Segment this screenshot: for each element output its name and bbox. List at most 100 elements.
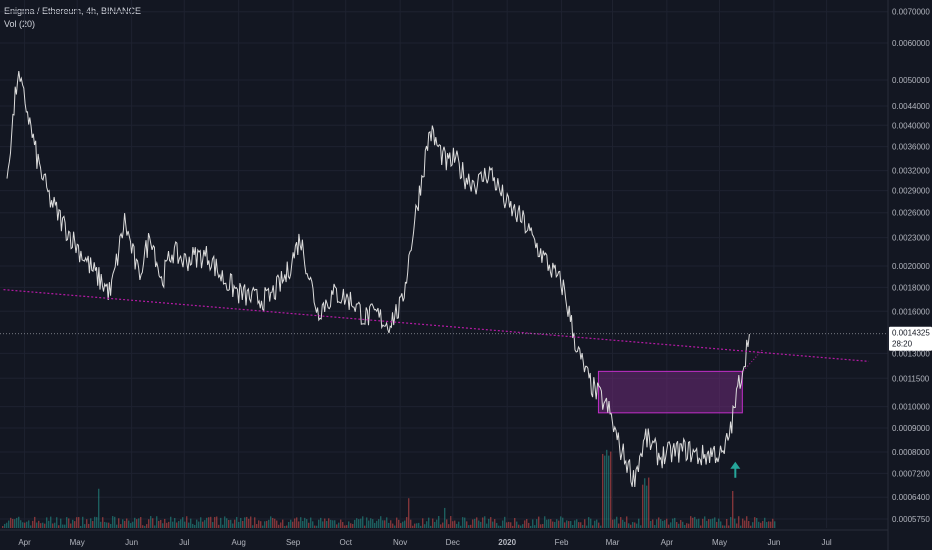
volume-bar bbox=[516, 521, 518, 528]
volume-bar bbox=[32, 520, 34, 528]
volume-bar bbox=[690, 516, 692, 528]
volume-bar bbox=[432, 518, 434, 528]
x-tick-label: Jul bbox=[821, 538, 831, 547]
x-tick-label: Sep bbox=[286, 538, 301, 547]
volume-bar bbox=[632, 522, 634, 528]
volume-bar bbox=[424, 524, 426, 528]
volume-bar bbox=[282, 519, 284, 528]
volume-bar bbox=[594, 520, 596, 528]
volume-bar bbox=[670, 522, 672, 528]
volume-bar bbox=[110, 524, 112, 528]
volume-bar bbox=[112, 516, 114, 528]
volume-bar bbox=[100, 521, 102, 528]
volume-bar bbox=[354, 519, 356, 528]
volume-bar bbox=[178, 521, 180, 528]
volume-bar bbox=[530, 525, 532, 528]
y-tick-label: 0.0044000 bbox=[892, 102, 930, 111]
last-price-label-bg bbox=[889, 326, 932, 351]
volume-bar bbox=[628, 523, 630, 528]
volume-bar bbox=[420, 525, 422, 528]
volume-bar bbox=[70, 523, 72, 528]
volume-bar bbox=[440, 524, 442, 528]
volume-bar bbox=[680, 520, 682, 528]
volume-bar bbox=[166, 522, 168, 528]
volume-bar bbox=[12, 518, 14, 528]
volume-bar bbox=[356, 518, 358, 528]
volume-bar bbox=[448, 524, 450, 528]
volume-bar bbox=[598, 522, 600, 528]
volume-bar bbox=[44, 523, 46, 528]
volume-bar bbox=[92, 521, 94, 528]
volume-bar bbox=[414, 523, 416, 528]
volume-bar bbox=[704, 516, 706, 528]
volume-bar bbox=[452, 521, 454, 528]
volume-bar bbox=[232, 523, 234, 528]
volume-bar bbox=[164, 518, 166, 528]
volume-bar bbox=[646, 485, 648, 528]
volume-bar bbox=[40, 523, 42, 528]
volume-bar bbox=[418, 522, 420, 528]
volume-bar bbox=[714, 517, 716, 528]
volume-bar bbox=[760, 522, 762, 528]
volume-bar bbox=[584, 519, 586, 528]
volume-bar bbox=[372, 519, 374, 528]
volume-bar bbox=[388, 522, 390, 528]
volume-bar bbox=[404, 520, 406, 528]
volume-bar bbox=[82, 516, 84, 528]
y-tick-label: 0.0036000 bbox=[892, 143, 930, 152]
volume-bar bbox=[730, 517, 732, 528]
volume-bar bbox=[204, 520, 206, 528]
volume-bar bbox=[558, 520, 560, 528]
volume-bar bbox=[72, 519, 74, 528]
bar-countdown: 28:20 bbox=[892, 340, 913, 349]
volume-bar bbox=[716, 521, 718, 528]
volume-bar bbox=[314, 525, 316, 528]
indicator-label[interactable]: Vol (20) bbox=[4, 19, 36, 29]
volume-bar bbox=[556, 519, 558, 528]
volume-bar bbox=[490, 517, 492, 528]
volume-bar bbox=[176, 522, 178, 528]
volume-bar bbox=[368, 520, 370, 528]
volume-bar bbox=[120, 524, 122, 528]
volume-bar bbox=[512, 525, 514, 528]
volume-bar bbox=[566, 520, 568, 528]
volume-bar bbox=[370, 518, 372, 528]
volume-bar bbox=[352, 523, 354, 528]
volume-bar bbox=[230, 519, 232, 528]
y-tick-label: 0.0050000 bbox=[892, 76, 930, 85]
volume-bar bbox=[746, 516, 748, 528]
volume-bar bbox=[464, 517, 466, 528]
volume-bar bbox=[34, 516, 36, 528]
volume-bar bbox=[706, 520, 708, 528]
volume-bar bbox=[336, 524, 338, 528]
volume-bar bbox=[162, 523, 164, 528]
volume-bar bbox=[534, 525, 536, 528]
volume-bar bbox=[564, 522, 566, 528]
volume-bar bbox=[54, 522, 56, 528]
consolidation-rectangle[interactable] bbox=[597, 370, 743, 414]
projection-line[interactable] bbox=[740, 348, 764, 374]
x-tick-label: Feb bbox=[555, 538, 569, 547]
volume-bar bbox=[114, 516, 116, 528]
volume-bar bbox=[252, 525, 254, 528]
volume-bar bbox=[88, 523, 90, 528]
volume-bar bbox=[286, 525, 288, 528]
volume-bar bbox=[132, 521, 134, 528]
volume-bar bbox=[712, 518, 714, 528]
volume-bar bbox=[758, 521, 760, 528]
volume-bar bbox=[694, 516, 696, 528]
trendline[interactable] bbox=[3, 289, 869, 362]
volume-bar bbox=[506, 522, 508, 528]
volume-bar bbox=[198, 521, 200, 528]
volume-bar bbox=[498, 525, 500, 528]
volume-bar bbox=[588, 517, 590, 528]
volume-bar bbox=[98, 488, 100, 528]
volume-bar bbox=[222, 524, 224, 528]
y-tick-label: 0.0005750 bbox=[892, 515, 930, 524]
volume-bar bbox=[304, 517, 306, 528]
x-tick-label: Jul bbox=[179, 538, 189, 547]
volume-bar bbox=[510, 522, 512, 528]
volume-bar bbox=[442, 522, 444, 528]
volume-bar bbox=[768, 521, 770, 528]
